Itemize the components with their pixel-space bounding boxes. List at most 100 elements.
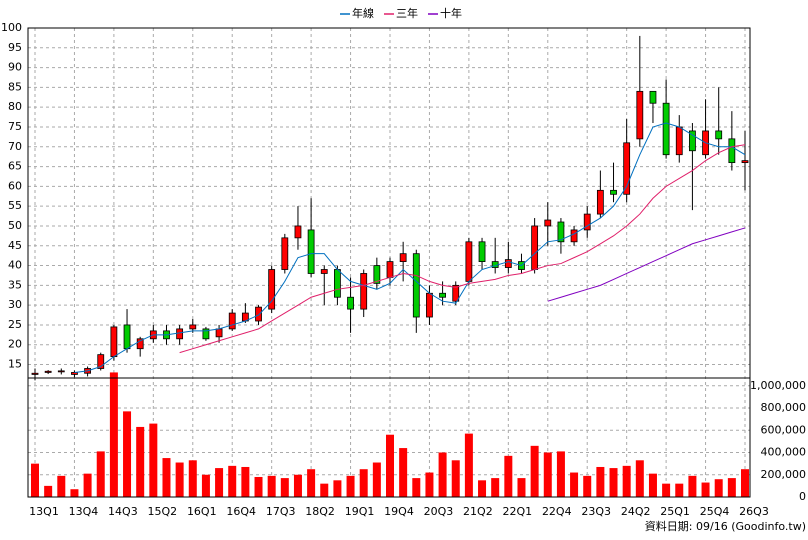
volume-bar (359, 469, 368, 497)
volume-bar (83, 473, 92, 497)
candle-body (360, 273, 368, 310)
candle-body (294, 225, 302, 239)
y-tick-label: 60 (8, 179, 22, 192)
candle-body (123, 324, 131, 350)
y-tick-label: 15 (8, 358, 22, 371)
volume-bar (517, 478, 526, 497)
y-tick-label: 100 (1, 21, 22, 34)
candle-body (44, 370, 52, 373)
candle-body (110, 326, 118, 358)
candle-body (202, 328, 210, 340)
x-tick-label: 26Q3 (739, 505, 769, 518)
candle-body (228, 312, 236, 330)
volume-bar (662, 483, 671, 497)
volume-bar (201, 474, 210, 497)
candle-body (531, 225, 539, 270)
candle-body (215, 328, 223, 338)
x-tick-label: 15Q2 (148, 505, 178, 518)
candle-body (71, 372, 78, 375)
legend-label: 年線 (352, 6, 374, 20)
y2-tick-label: 800,000 (761, 401, 807, 414)
candle-body (31, 372, 39, 375)
candle-body (347, 296, 354, 310)
y-tick-label: 55 (8, 199, 22, 212)
candle-body (636, 90, 644, 140)
candle-body (57, 370, 65, 373)
y-tick-label: 20 (8, 338, 22, 351)
volume-bar (491, 478, 500, 497)
volume-bar (714, 479, 723, 497)
candle-body (334, 269, 341, 298)
x-tick-label: 16Q1 (187, 505, 217, 518)
volume-bar (609, 468, 618, 497)
x-tick-label: 25Q4 (700, 505, 730, 518)
candle-body (255, 306, 262, 322)
volume-bar (96, 451, 105, 497)
volume-bar (543, 452, 552, 497)
candle-body (439, 292, 446, 298)
y2-tick-label: 0 (799, 490, 806, 503)
volume-bar (399, 448, 408, 497)
volume-bar (70, 489, 79, 497)
y-tick-label: 85 (8, 80, 22, 93)
candle-body (373, 265, 381, 284)
candle-body (426, 292, 433, 318)
candle-body (412, 253, 420, 318)
volume-bar (648, 473, 657, 497)
volume-bar (386, 434, 394, 497)
volume-bar (727, 478, 736, 497)
y-tick-label: 25 (8, 318, 22, 331)
volume-bar (44, 485, 53, 497)
candle-body (675, 126, 683, 156)
x-tick-label: 19Q4 (384, 505, 414, 518)
volume-bar (530, 445, 539, 497)
volume-bar (215, 468, 224, 497)
volume-bar (464, 433, 473, 497)
legend-label: 十年 (440, 6, 462, 20)
legend-label: 三年 (396, 6, 418, 20)
volume-bar (188, 460, 197, 497)
y-tick-label: 45 (8, 239, 22, 252)
volume-bar (583, 475, 592, 497)
volume-frame (27, 377, 751, 498)
y-tick-label: 90 (8, 61, 22, 74)
y-tick-label: 80 (8, 100, 22, 113)
volume-bar (596, 466, 605, 497)
x-tick-label: 23Q3 (581, 505, 611, 518)
candle-body (596, 189, 604, 215)
volume-bar (228, 465, 237, 497)
volume-bar (280, 478, 289, 497)
volume-bar (504, 455, 513, 497)
x-tick-label: 13Q4 (69, 505, 99, 518)
volume-bar (175, 462, 184, 497)
x-tick-label: 24Q2 (621, 505, 651, 518)
volume-bar (570, 472, 579, 497)
x-tick-label: 21Q2 (463, 505, 493, 518)
volume-bar (741, 469, 749, 497)
candle-body (307, 229, 315, 274)
candle-body (557, 221, 565, 243)
volume-bar (149, 423, 158, 497)
x-tick-label: 22Q1 (503, 505, 533, 518)
candle-body (97, 354, 105, 369)
candle-body (610, 189, 617, 195)
candle-body (504, 259, 512, 268)
candle-body (570, 229, 578, 243)
volume-bar (675, 483, 684, 497)
candle-body (320, 269, 328, 274)
y-tick-label: 35 (8, 278, 22, 291)
volume-bar (267, 475, 276, 497)
volume-bar (451, 460, 460, 497)
candle-body (728, 138, 736, 164)
y-tick-label: 70 (8, 140, 22, 153)
x-tick-label: 20Q3 (424, 505, 454, 518)
volume-bar (346, 475, 355, 497)
volume-bar (293, 474, 302, 497)
ma-line (74, 122, 746, 373)
candle-body (136, 338, 144, 350)
volume-bar (320, 483, 329, 497)
y-tick-label: 75 (8, 120, 22, 133)
y-tick-label: 40 (8, 259, 22, 272)
